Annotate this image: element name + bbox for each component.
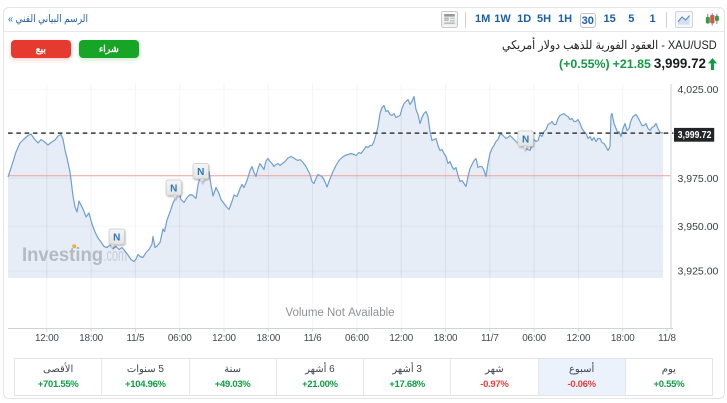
svg-text:3,999.72: 3,999.72: [678, 130, 712, 141]
svg-text:Investing.com: Investing.com: [22, 244, 127, 266]
svg-text:06:00: 06:00: [345, 333, 369, 344]
svg-text:11/8: 11/8: [658, 333, 676, 344]
svg-text:N: N: [170, 183, 177, 194]
svg-text:12:00: 12:00: [35, 333, 59, 344]
svg-text:18:00: 18:00: [79, 333, 103, 344]
svg-text:18:00: 18:00: [434, 333, 458, 344]
svg-text:06:00: 06:00: [168, 333, 192, 344]
svg-text:12:00: 12:00: [389, 333, 413, 344]
svg-text:06:00: 06:00: [522, 333, 546, 344]
svg-text:12:00: 12:00: [567, 333, 591, 344]
svg-text:N: N: [113, 232, 120, 243]
svg-text:3,950.00: 3,950.00: [678, 221, 719, 233]
svg-text:11/7: 11/7: [481, 333, 499, 344]
svg-text:11/6: 11/6: [304, 333, 322, 344]
svg-text:11/5: 11/5: [127, 333, 145, 344]
svg-text:18:00: 18:00: [611, 333, 635, 344]
svg-text:3,925.00: 3,925.00: [678, 266, 719, 278]
svg-text:N: N: [197, 167, 204, 178]
svg-text:18:00: 18:00: [256, 333, 280, 344]
svg-text:N: N: [522, 134, 529, 145]
svg-text:12:00: 12:00: [212, 333, 236, 344]
svg-text:4,025.00: 4,025.00: [678, 84, 719, 96]
svg-text:3,975.00: 3,975.00: [678, 173, 719, 185]
